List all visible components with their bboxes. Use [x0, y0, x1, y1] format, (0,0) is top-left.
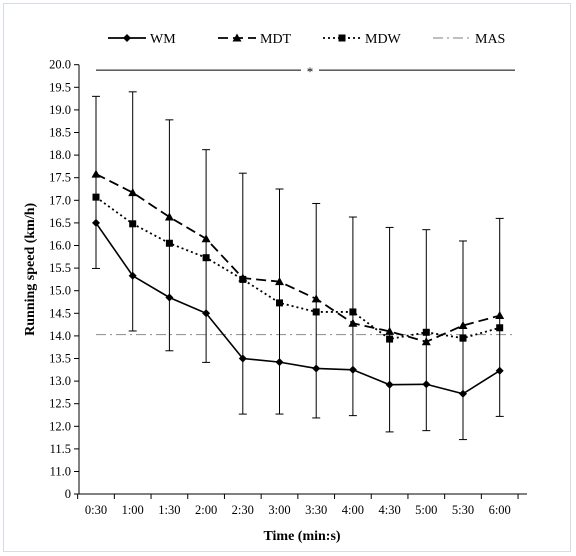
x-tick-label: 1:00 [122, 503, 144, 517]
point-wm [238, 354, 247, 363]
point-mdw [129, 220, 137, 228]
series-line-mdw [95, 196, 500, 341]
y-tick-label: 18.5 [49, 126, 71, 140]
point-mdt [164, 212, 174, 221]
legend-marker-mdt [232, 33, 242, 42]
legend-label-mdw: MDW [365, 32, 402, 47]
y-axis-title: Running speed (km/h) [23, 202, 38, 335]
point-mdt [275, 277, 284, 286]
x-tick-label: 6:00 [489, 503, 511, 517]
y-tick-label: 11.0 [50, 465, 71, 479]
y-tick-label: 12.5 [49, 397, 71, 411]
x-tick-label: 3:00 [268, 503, 290, 517]
x-tick-label: 5:00 [415, 503, 437, 517]
x-tick-label: 2:00 [195, 503, 217, 517]
y-tick-label: 14.5 [49, 306, 71, 320]
point-mdw [459, 334, 467, 342]
y-tick-label: 16.5 [49, 216, 71, 230]
y-tick-label: 19.0 [49, 103, 71, 117]
point-mdt [495, 311, 505, 320]
point-mdw [276, 299, 283, 307]
x-tick-label: 5:30 [452, 503, 474, 517]
legend-marker-wm [123, 34, 131, 42]
y-tick-label: 15.5 [49, 261, 71, 275]
point-mdt [201, 234, 211, 243]
point-mdw [239, 275, 247, 283]
point-wm [275, 358, 284, 367]
y-tick-label: 17.5 [49, 171, 71, 185]
point-mdt [91, 169, 101, 178]
legend-marker-mdw [338, 34, 346, 42]
point-mdw [349, 308, 357, 316]
point-mdw [202, 254, 210, 262]
x-tick-label: 4:00 [342, 503, 364, 517]
point-wm [92, 218, 100, 227]
point-mdw [165, 239, 173, 247]
legend-label-wm: WM [150, 32, 176, 47]
y-tick-label: 12.0 [49, 419, 71, 433]
point-wm [202, 309, 211, 318]
y-tick-label: 14.0 [49, 329, 71, 343]
point-mdw [496, 324, 504, 332]
significance-star: * [307, 64, 314, 79]
x-axis-title: Time (min:s) [263, 529, 340, 544]
point-wm [459, 389, 467, 398]
point-wm [422, 380, 431, 389]
point-mdt [311, 294, 321, 303]
point-wm [128, 271, 137, 280]
y-tick-label: 13.0 [49, 374, 71, 388]
point-mdt [421, 337, 431, 346]
x-tick-label: 1:30 [158, 503, 180, 517]
y-tick-label: 15.0 [49, 284, 71, 298]
y-tick-label: 0 [65, 487, 71, 501]
chart-frame [3, 3, 571, 552]
point-wm [385, 380, 394, 389]
x-tick-label: 0:30 [85, 503, 107, 517]
y-tick-label: 11.5 [50, 442, 71, 456]
x-tick-label: 4:30 [378, 503, 400, 517]
point-mdt [348, 318, 358, 327]
y-tick-label: 20.0 [49, 58, 71, 72]
point-wm [165, 293, 174, 302]
point-wm [348, 365, 357, 374]
legend-label-mdt: MDT [260, 32, 292, 47]
point-mdw [92, 193, 100, 201]
point-mdw [386, 335, 394, 343]
point-wm [495, 366, 504, 375]
point-mdt [385, 326, 395, 335]
y-tick-label: 19.5 [49, 80, 71, 94]
point-wm [312, 364, 321, 373]
series-line-mdt [95, 173, 500, 343]
y-tick-label: 13.5 [49, 352, 71, 366]
y-tick-label: 16.0 [49, 239, 71, 253]
x-tick-label: 2:30 [232, 503, 254, 517]
point-mdw [312, 308, 320, 316]
y-tick-label: 18.0 [49, 148, 71, 162]
y-tick-label: 17.0 [49, 193, 71, 207]
x-tick-label: 3:30 [305, 503, 327, 517]
series-line-wm [95, 222, 501, 395]
legend-label-mas: MAS [475, 32, 505, 47]
point-mdw [422, 328, 430, 336]
point-mdt [458, 321, 468, 330]
point-mdt [128, 188, 138, 197]
